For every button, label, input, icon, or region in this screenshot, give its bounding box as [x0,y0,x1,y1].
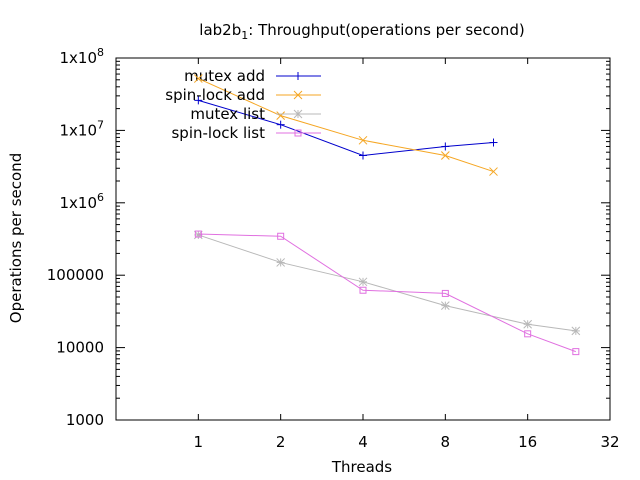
title-subscript: 1 [241,29,248,42]
x-tick-label: 4 [358,433,368,451]
data-point [524,330,532,338]
y-tick-label: 1x108 [59,46,104,67]
data-point [440,151,450,160]
x-tick-label: 16 [518,433,537,451]
data-point [193,74,203,83]
x-tick-label: 2 [276,433,286,451]
y-axis-label: Operations per second [7,153,25,323]
y-tick-label: 1x107 [59,118,104,139]
data-point [194,96,203,105]
data-point [440,301,450,310]
data-point [441,142,450,151]
y-tick-label-exponent: 8 [97,46,104,59]
title-suffix: : Throughput(operations per second) [248,21,524,39]
data-point [358,135,368,145]
legend-label: spin-lock add [165,86,265,104]
data-point [276,111,286,120]
x-tick-label: 32 [600,433,619,451]
data-point [359,151,367,160]
y-tick-label-base: 10000 [56,339,104,357]
legend-marker [294,129,302,137]
data-point [441,289,449,297]
data-point [276,258,286,267]
data-point [359,286,367,294]
data-point [276,120,285,129]
chart-title: lab2b1: Throughput(operations per second… [199,21,524,42]
series-mutex-add [194,96,498,160]
series-line [198,234,576,332]
legend-marker [293,90,303,100]
x-tick-label: 1 [194,433,204,451]
data-point [571,326,581,336]
y-tick-label: 100000 [47,266,104,284]
data-point [358,277,368,287]
data-point [489,138,498,147]
legend-label: mutex list [190,105,265,123]
data-point [194,230,202,238]
title-prefix: lab2b [199,21,241,39]
y-tick-label: 1x106 [59,191,104,212]
y-tick-label-base: 1000 [66,411,104,429]
y-tick-label-base: 1x10 [59,49,97,67]
data-point [523,319,533,329]
legend-marker [294,72,302,80]
x-axis-label: Threads [331,458,392,476]
data-point [489,167,498,176]
x-tick-label: 8 [441,433,451,451]
y-tick-label-base: 1x10 [59,121,97,139]
y-tick-label-exponent: 7 [97,118,104,131]
plot-area: 1 2 4 8 16 321000100001000001x1061x1071x108mu… [47,46,620,451]
series-line [198,233,577,353]
series-spin-lock-add [193,74,498,176]
data-point [572,348,580,356]
legend-label: mutex add [184,67,265,85]
y-tick-label: 10000 [56,339,104,357]
legend-label: spin-lock list [171,124,265,142]
series-mutex-list [193,230,581,336]
data-point [277,232,285,240]
legend-marker [293,109,303,119]
y-tick-label-base: 1x10 [59,194,97,212]
y-tick-label: 1000 [66,411,104,429]
y-tick-label-base: 100000 [47,266,104,284]
series-spin-lock-list [194,230,580,356]
y-tick-label-exponent: 6 [97,191,104,204]
